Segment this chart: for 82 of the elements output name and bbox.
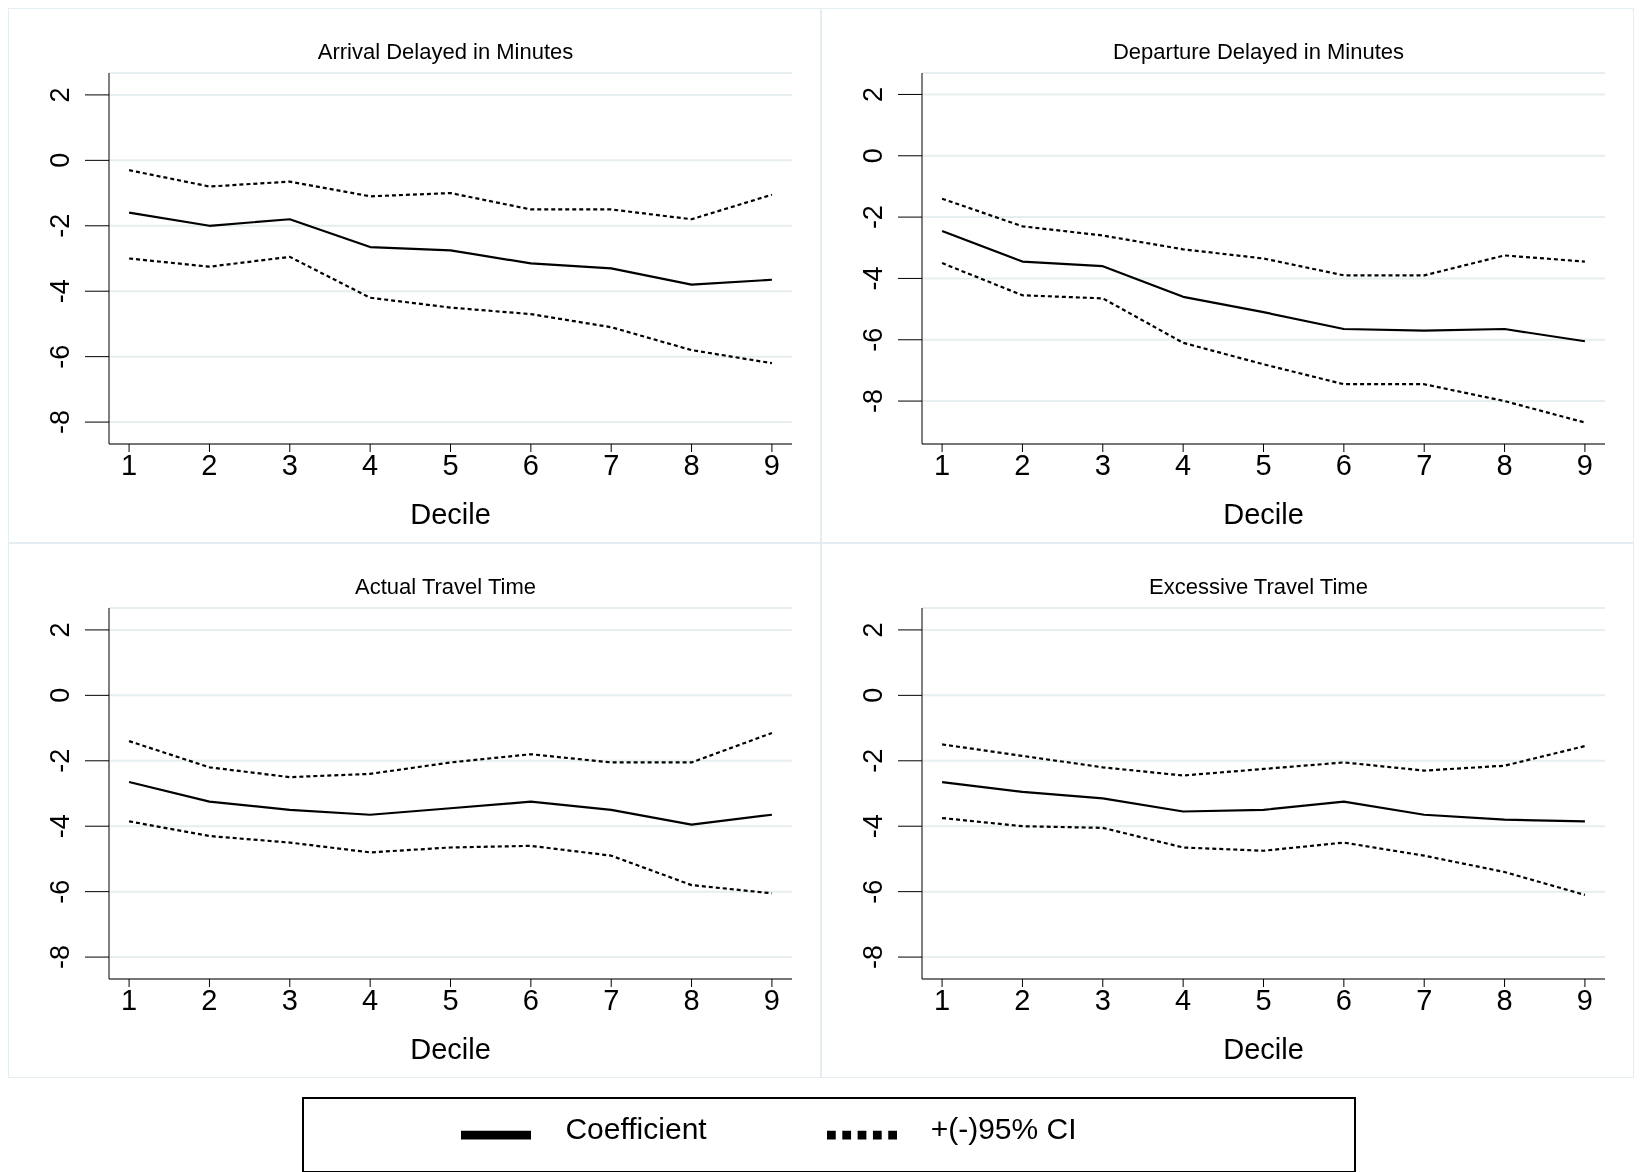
x-tick-label: 2 <box>201 448 218 481</box>
legend-label: Coefficient <box>565 1111 707 1145</box>
x-axis-title: Decile <box>1223 498 1304 530</box>
y-tick-label: 2 <box>858 622 888 638</box>
chart-title: Arrival Delayed in Minutes <box>316 39 575 65</box>
x-tick-label: 9 <box>1576 983 1593 1016</box>
line-series <box>127 731 774 779</box>
line-series <box>940 743 1587 777</box>
x-tick-label: 9 <box>1576 448 1593 481</box>
y-tick-label: -8 <box>45 945 75 970</box>
y-tick-label: -8 <box>45 410 75 435</box>
x-tick-label: 4 <box>1175 983 1192 1016</box>
x-axis-title: Decile <box>410 498 491 530</box>
line-series <box>127 211 774 286</box>
chart-title: Departure Delayed in Minutes <box>1111 39 1405 65</box>
x-tick-label: 9 <box>763 983 780 1016</box>
line-series <box>940 780 1587 823</box>
x-tick-label: 2 <box>1014 983 1031 1016</box>
x-tick-label: 1 <box>934 448 951 481</box>
x-tick-label: 7 <box>603 983 620 1016</box>
x-axis-title: Decile <box>410 1033 491 1065</box>
x-tick-label: 3 <box>1094 983 1111 1016</box>
x-tick-label: 1 <box>121 983 138 1016</box>
y-tick-label: -4 <box>858 814 888 839</box>
y-tick-label: 2 <box>858 86 888 102</box>
x-tick-label: 6 <box>1335 983 1352 1016</box>
x-tick-label: 6 <box>522 448 539 481</box>
y-tick-label: -6 <box>45 344 75 369</box>
y-tick-label: -6 <box>858 879 888 904</box>
y-tick-label: -4 <box>45 279 75 304</box>
line-series <box>940 197 1587 277</box>
x-tick-label: 8 <box>1496 983 1513 1016</box>
y-tick-label: 0 <box>45 152 75 168</box>
line-series <box>127 820 774 895</box>
line-series <box>940 262 1587 424</box>
x-tick-label: 6 <box>522 983 539 1016</box>
y-tick-label: -2 <box>858 205 888 230</box>
x-tick-label: 3 <box>281 448 298 481</box>
x-tick-label: 3 <box>281 983 298 1016</box>
x-tick-label: 8 <box>683 448 700 481</box>
x-tick-label: 7 <box>1416 448 1433 481</box>
chart-title: Actual Travel Time <box>354 574 537 600</box>
line-series <box>127 780 774 826</box>
x-tick-label: 3 <box>1094 448 1111 481</box>
x-tick-label: 4 <box>362 983 379 1016</box>
y-tick-label: 0 <box>45 687 75 703</box>
x-tick-label: 8 <box>1496 448 1513 481</box>
x-tick-label: 5 <box>442 983 459 1016</box>
x-tick-label: 5 <box>1255 448 1272 481</box>
y-tick-label: 0 <box>858 687 888 703</box>
y-tick-label: -2 <box>858 748 888 773</box>
chart-title: Excessive Travel Time <box>1148 574 1369 600</box>
x-tick-label: 5 <box>1255 983 1272 1016</box>
line-series <box>940 229 1587 343</box>
y-tick-label: 2 <box>45 87 75 103</box>
y-tick-label: -6 <box>858 327 888 352</box>
y-tick-label: -2 <box>45 748 75 773</box>
y-tick-label: -8 <box>858 945 888 970</box>
x-tick-label: 2 <box>1014 448 1031 481</box>
x-tick-label: 5 <box>442 448 459 481</box>
line-series <box>127 169 774 221</box>
x-tick-label: 1 <box>121 448 138 481</box>
line-series <box>940 816 1587 897</box>
x-tick-label: 4 <box>1175 448 1192 481</box>
x-tick-label: 2 <box>201 983 218 1016</box>
line-series <box>127 255 774 365</box>
y-tick-label: 0 <box>858 148 888 164</box>
y-tick-label: -8 <box>858 389 888 414</box>
y-tick-label: -6 <box>45 879 75 904</box>
y-tick-label: -4 <box>858 266 888 291</box>
y-tick-label: 2 <box>45 622 75 638</box>
x-axis-title: Decile <box>1223 1033 1304 1065</box>
x-tick-label: 1 <box>934 983 951 1016</box>
y-tick-label: -2 <box>45 213 75 238</box>
legend-label: +(-)95% CI <box>930 1111 1077 1145</box>
x-tick-label: 7 <box>1416 983 1433 1016</box>
x-tick-label: 6 <box>1335 448 1352 481</box>
x-tick-label: 8 <box>683 983 700 1016</box>
x-tick-label: 7 <box>603 448 620 481</box>
y-tick-label: -4 <box>45 814 75 839</box>
x-tick-label: 9 <box>763 448 780 481</box>
x-tick-label: 4 <box>362 448 379 481</box>
